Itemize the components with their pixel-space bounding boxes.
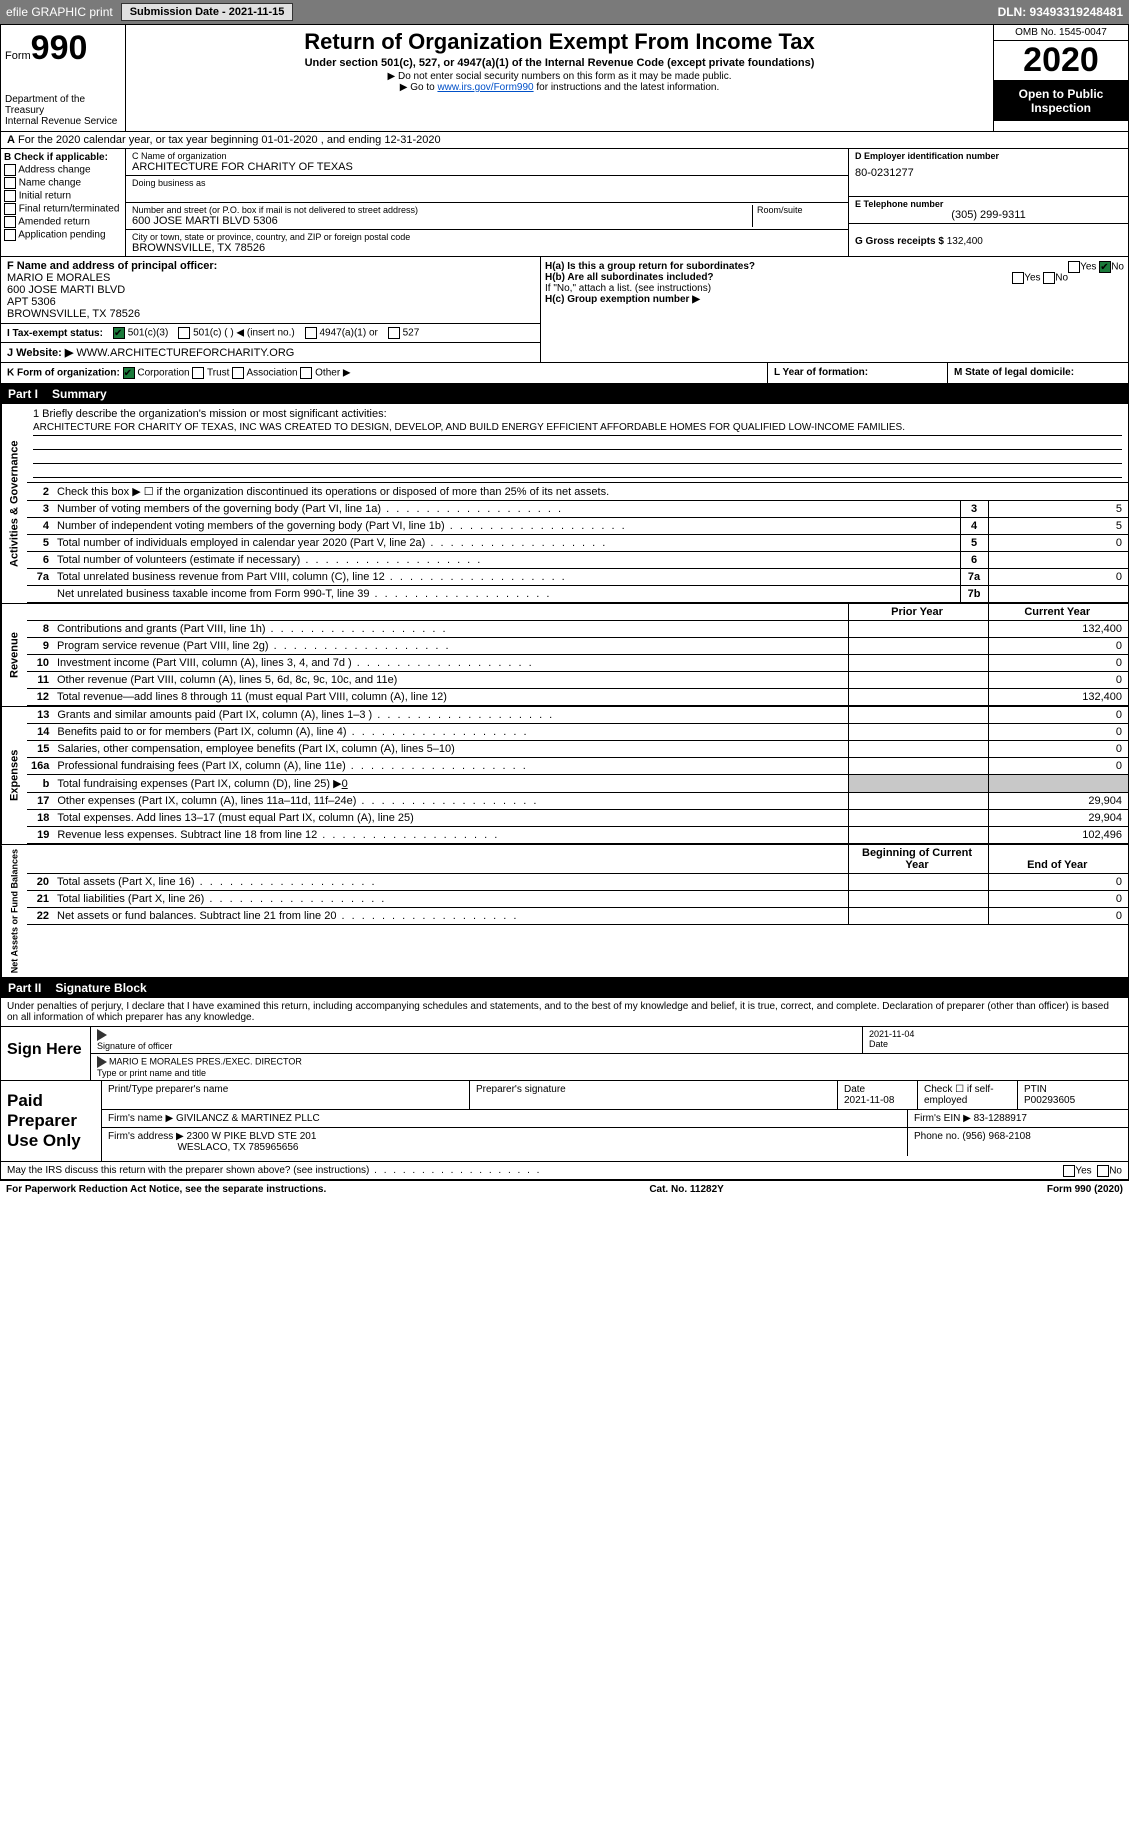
row-a: A For the 2020 calendar year, or tax yea…	[0, 132, 1129, 149]
exp-lines: 13Grants and similar amounts paid (Part …	[27, 707, 1128, 844]
rev-lines: Prior YearCurrent Year 8Contributions an…	[27, 604, 1128, 706]
part1-header: Part I Summary	[0, 384, 1129, 404]
revenue-label: Revenue	[1, 604, 27, 706]
goto-note: ▶ Go to www.irs.gov/Form990 for instruct…	[130, 82, 989, 93]
hc-row: H(c) Group exemption number ▶	[545, 294, 1124, 305]
submission-date-button[interactable]: Submission Date - 2021-11-15	[121, 3, 294, 21]
tax-year: 2020	[994, 41, 1128, 81]
ssn-note: ▶ Do not enter social security numbers o…	[130, 71, 989, 82]
ha-row: H(a) Is this a group return for subordin…	[545, 261, 1124, 272]
form-number: Form990	[5, 29, 121, 68]
initial-return-check[interactable]: Initial return	[4, 190, 122, 202]
irs-link[interactable]: www.irs.gov/Form990	[437, 82, 533, 93]
website-row: J Website: ▶ WWW.ARCHITECTUREFORCHARITY.…	[1, 343, 540, 362]
paid-preparer: Paid Preparer Use Only Print/Type prepar…	[0, 1081, 1129, 1162]
gov-lines: 2Check this box ▶ ☐ if the organization …	[27, 483, 1128, 603]
dba-cell: Doing business as	[126, 176, 848, 203]
revenue-section: Revenue Prior YearCurrent Year 8Contribu…	[0, 604, 1129, 707]
501c-check[interactable]: 501(c) ( ) ◀ (insert no.)	[178, 327, 294, 339]
org-name-cell: C Name of organization ARCHITECTURE FOR …	[126, 149, 848, 176]
efile-label: efile GRAPHIC print	[6, 5, 113, 19]
4947-check[interactable]: 4947(a)(1) or	[305, 327, 378, 339]
section-b-g: B Check if applicable: Address change Na…	[0, 149, 1129, 257]
form-header: Form990 Department of the Treasury Inter…	[0, 24, 1129, 132]
omb-number: OMB No. 1545-0047	[994, 25, 1128, 41]
dept-treasury: Department of the Treasury	[5, 94, 121, 116]
form-subtitle: Under section 501(c), 527, or 4947(a)(1)…	[130, 57, 989, 69]
footer: For Paperwork Reduction Act Notice, see …	[0, 1180, 1129, 1198]
mission-block: 1 Briefly describe the organization's mi…	[27, 404, 1128, 483]
signature-block: Under penalties of perjury, I declare th…	[0, 998, 1129, 1081]
hb-row: H(b) Are all subordinates included? Yes …	[545, 272, 1124, 283]
name-change-check[interactable]: Name change	[4, 177, 122, 189]
tax-status-row: I Tax-exempt status: ✔ 501(c)(3) 501(c) …	[1, 324, 540, 343]
phone-cell: E Telephone number (305) 299-9311	[849, 197, 1128, 224]
expenses-label: Expenses	[1, 707, 27, 844]
governance-section: Activities & Governance 1 Briefly descri…	[0, 404, 1129, 604]
open-inspection: Open to Public Inspection	[994, 81, 1128, 121]
arrow-icon	[97, 1056, 107, 1068]
527-check[interactable]: 527	[388, 327, 419, 339]
street-cell: Number and street (or P.O. box if mail i…	[126, 203, 848, 230]
netassets-label: Net Assets or Fund Balances	[1, 845, 27, 977]
ein-cell: D Employer identification number 80-0231…	[849, 149, 1128, 197]
final-return-check[interactable]: Final return/terminated	[4, 203, 122, 215]
part2-header: Part II Signature Block	[0, 978, 1129, 998]
dln-label: DLN: 93493319248481	[998, 5, 1123, 19]
amended-check[interactable]: Amended return	[4, 216, 122, 228]
gross-receipts: G Gross receipts $ 132,400	[849, 224, 1128, 249]
governance-label: Activities & Governance	[1, 404, 27, 603]
city-cell: City or town, state or province, country…	[126, 230, 848, 256]
column-b: B Check if applicable: Address change Na…	[1, 149, 126, 256]
sign-here-label: Sign Here	[1, 1027, 91, 1080]
section-f-h: F Name and address of principal officer:…	[0, 257, 1129, 363]
row-k-l-m: K Form of organization: ✔ Corporation Tr…	[0, 363, 1129, 384]
hb-note: If "No," attach a list. (see instruction…	[545, 283, 1124, 294]
netassets-section: Net Assets or Fund Balances Beginning of…	[0, 845, 1129, 978]
discuss-row: May the IRS discuss this return with the…	[0, 1162, 1129, 1180]
expenses-section: Expenses 13Grants and similar amounts pa…	[0, 707, 1129, 845]
net-lines: Beginning of Current YearEnd of Year 20T…	[27, 845, 1128, 925]
app-pending-check[interactable]: Application pending	[4, 229, 122, 241]
addr-change-check[interactable]: Address change	[4, 164, 122, 176]
501c3-check[interactable]: ✔ 501(c)(3)	[113, 327, 168, 339]
top-bar: efile GRAPHIC print Submission Date - 20…	[0, 0, 1129, 24]
form-title: Return of Organization Exempt From Incom…	[130, 29, 989, 55]
principal-officer-label: F Name and address of principal officer:	[7, 260, 534, 272]
arrow-icon	[97, 1029, 107, 1041]
irs-label: Internal Revenue Service	[5, 116, 121, 127]
